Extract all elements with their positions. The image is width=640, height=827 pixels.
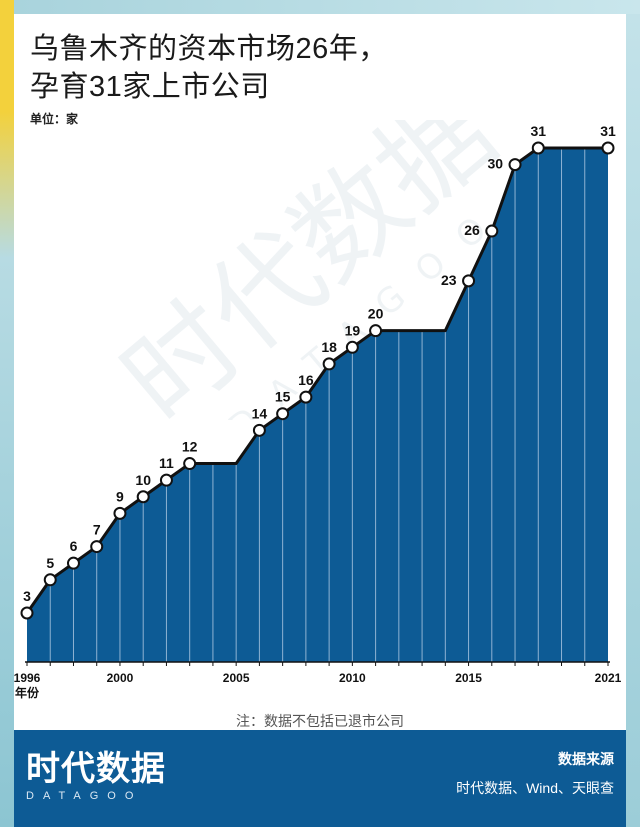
data-point [345,340,359,354]
x-tick-label: 2010 [339,671,366,685]
data-label: 14 [252,405,268,421]
data-point [508,158,522,172]
data-label: 19 [345,322,361,338]
data-point [369,324,383,338]
data-label: 31 [600,123,616,139]
area-fill [27,148,608,662]
data-point [90,540,104,554]
data-point [322,357,336,371]
brand-name: 时代数据 [26,749,166,789]
data-point [531,141,545,155]
area-layer [27,148,608,662]
source-title: 数据来源 [558,751,614,767]
grid-layer [49,148,586,662]
data-point [485,224,499,238]
x-tick-label: 2000 [107,671,134,685]
x-axis-unit: 年份 [15,685,40,700]
data-label: 16 [298,372,314,388]
x-tick-label: 2021 [595,671,622,685]
top-frame-bar [0,0,640,14]
label-layer: 3 567 9 10 11 12 14 15 16 18 19 20 23 26 30 31 31 [23,123,616,604]
data-label: 30 [487,156,503,172]
data-label: 6 [70,538,78,554]
chart-title: 乌鲁木齐的资本市场26年， 孕育31家上市公司 [30,30,590,106]
data-label: 3 [23,588,31,604]
data-source: 数据来源 时代数据、Wind、天眼查 [456,748,614,800]
right-frame-bar [626,14,640,827]
data-point [43,573,57,587]
data-label: 15 [275,389,291,405]
data-label: 31 [530,123,546,139]
x-axis: 1996 2000 2005 2010 2015 2021 年份 [14,661,622,700]
source-text: 时代数据、Wind、天眼查 [456,780,614,796]
data-label: 7 [93,522,101,538]
x-tick-label: 2015 [455,671,482,685]
footer-bar: 时代数据 DATAGOO 数据来源 时代数据、Wind、天眼查 [14,730,626,827]
data-label: 23 [441,272,457,288]
footnote: 注：数据不包括已退市公司 [236,713,404,729]
data-label: 9 [116,488,124,504]
data-point [66,556,80,570]
data-label: 20 [368,306,384,322]
data-point [113,506,127,520]
brand-logo: 时代数据 DATAGOO [26,750,166,802]
data-point [252,423,266,437]
unit-label: 单位：家 [30,112,79,126]
brand-subtitle: DATAGOO [26,790,143,802]
data-point [20,606,34,620]
left-frame-bar [0,14,14,827]
title-line-1: 乌鲁木齐的资本市场26年， [30,33,388,65]
data-point [136,490,150,504]
x-tick-label: 1996 [14,671,41,685]
data-label: 5 [46,555,54,571]
data-point [601,141,615,155]
point-layer [20,141,615,620]
data-point [462,274,476,288]
data-point [299,390,313,404]
data-point [159,473,173,487]
data-label: 10 [135,472,151,488]
data-label: 11 [159,455,174,471]
data-label: 18 [321,339,337,355]
frame-accent [0,0,14,14]
data-point [276,407,290,421]
x-tick-label: 2005 [223,671,250,685]
data-label: 26 [464,222,480,238]
title-line-2: 孕育31家上市公司 [30,71,270,103]
data-point [183,457,197,471]
data-label: 12 [182,439,198,455]
